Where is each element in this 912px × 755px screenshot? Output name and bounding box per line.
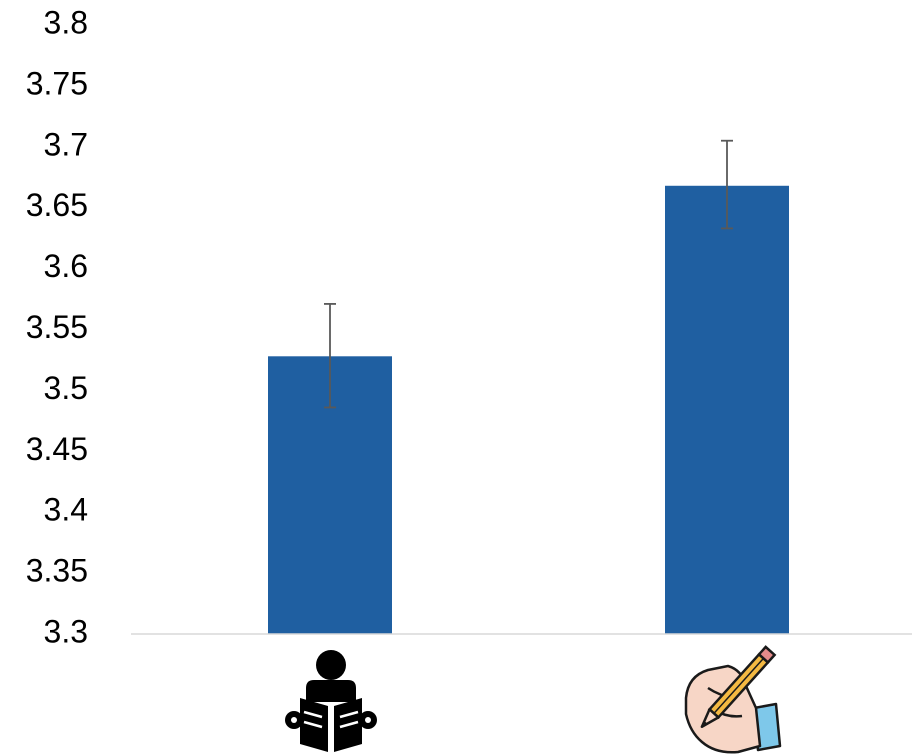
y-tick-label: 3.4 (44, 492, 88, 528)
writing-hand-icon (684, 645, 782, 754)
y-tick-label: 3.35 (26, 553, 88, 589)
y-tick-label: 3.6 (44, 248, 88, 284)
y-tick-label: 3.55 (26, 309, 88, 345)
y-tick-label: 3.65 (26, 187, 88, 223)
y-tick-label: 3.7 (44, 126, 88, 162)
y-tick-label: 3.8 (44, 4, 88, 40)
bar-writing (665, 185, 789, 634)
error-bar-writing (721, 139, 733, 230)
y-tick-label: 3.75 (26, 65, 88, 101)
reading-person-icon (285, 650, 377, 752)
y-axis-tick-labels: 3.3 3.35 3.4 3.45 3.5 3.55 3.6 3.65 3.7 3.75 3.8 (26, 4, 88, 649)
bars-group (268, 185, 789, 634)
error-bars-group (324, 139, 733, 409)
y-tick-label: 3.5 (44, 370, 88, 406)
error-bar-reading (324, 303, 336, 409)
y-tick-label: 3.45 (26, 431, 88, 467)
y-tick-label: 3.3 (44, 613, 88, 649)
